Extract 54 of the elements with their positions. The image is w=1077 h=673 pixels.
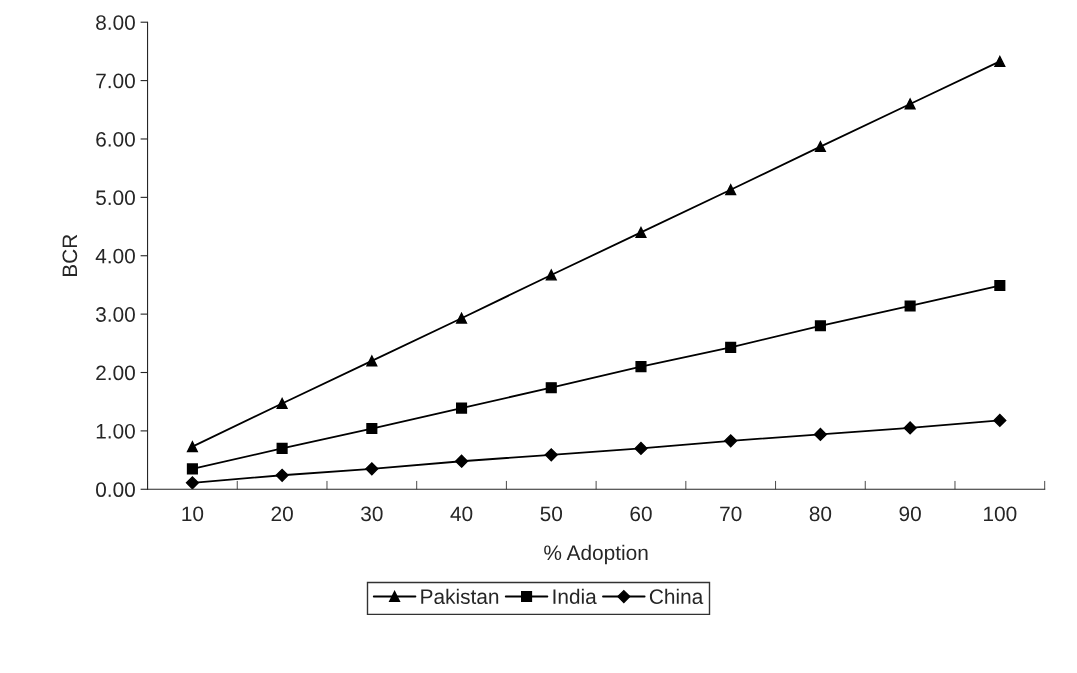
point (544, 448, 558, 462)
legend-label: Pakistan (421, 588, 499, 605)
y-tick-label: 8.00 (96, 15, 135, 30)
x-tick-label: 60 (630, 506, 652, 522)
point (455, 312, 468, 324)
point (725, 184, 737, 196)
point (186, 463, 198, 475)
point (993, 413, 1007, 427)
point (904, 98, 916, 110)
y-axis-title: BCR (62, 234, 78, 277)
point (724, 434, 738, 448)
point (814, 141, 826, 153)
point (994, 55, 1006, 67)
point (366, 422, 378, 435)
point (545, 382, 557, 394)
point (813, 427, 827, 441)
x-tick-label: 80 (809, 506, 832, 522)
point (725, 341, 737, 353)
x-tick-label: 50 (540, 506, 563, 522)
point (455, 402, 468, 414)
y-tick-label: 6.00 (96, 131, 135, 147)
point (276, 442, 288, 454)
x-tick-label: 20 (271, 506, 293, 522)
x-tick-label: 40 (450, 506, 473, 522)
point (903, 421, 917, 435)
point (635, 361, 647, 373)
y-tick-label: 5.00 (96, 190, 135, 206)
point (634, 441, 648, 455)
legend-label: India (553, 588, 597, 605)
y-tick-label: 3.00 (95, 307, 135, 322)
y-tick-label: 0.00 (96, 482, 135, 498)
point (994, 279, 1006, 292)
y-tick-label: 4.00 (95, 248, 135, 264)
legend-label: China (649, 588, 704, 605)
point (635, 226, 647, 238)
point (276, 397, 288, 410)
x-tick-label: 10 (182, 506, 204, 522)
point (454, 454, 469, 468)
point (365, 462, 379, 476)
point (275, 468, 289, 482)
y-tick-label: 2.00 (96, 365, 135, 381)
x-tick-label: 70 (720, 506, 742, 522)
x-tick-label: 100 (984, 506, 1017, 522)
point (366, 355, 378, 367)
point (186, 441, 198, 453)
point (545, 269, 557, 281)
y-tick-label: 1.00 (96, 423, 135, 439)
point (814, 320, 826, 332)
y-tick-label: 7.00 (96, 73, 135, 89)
point (185, 476, 199, 490)
point (904, 300, 916, 312)
x-tick-label: 30 (361, 506, 383, 522)
x-axis-title: % Adoption (544, 544, 648, 565)
x-tick-label: 90 (899, 506, 921, 522)
